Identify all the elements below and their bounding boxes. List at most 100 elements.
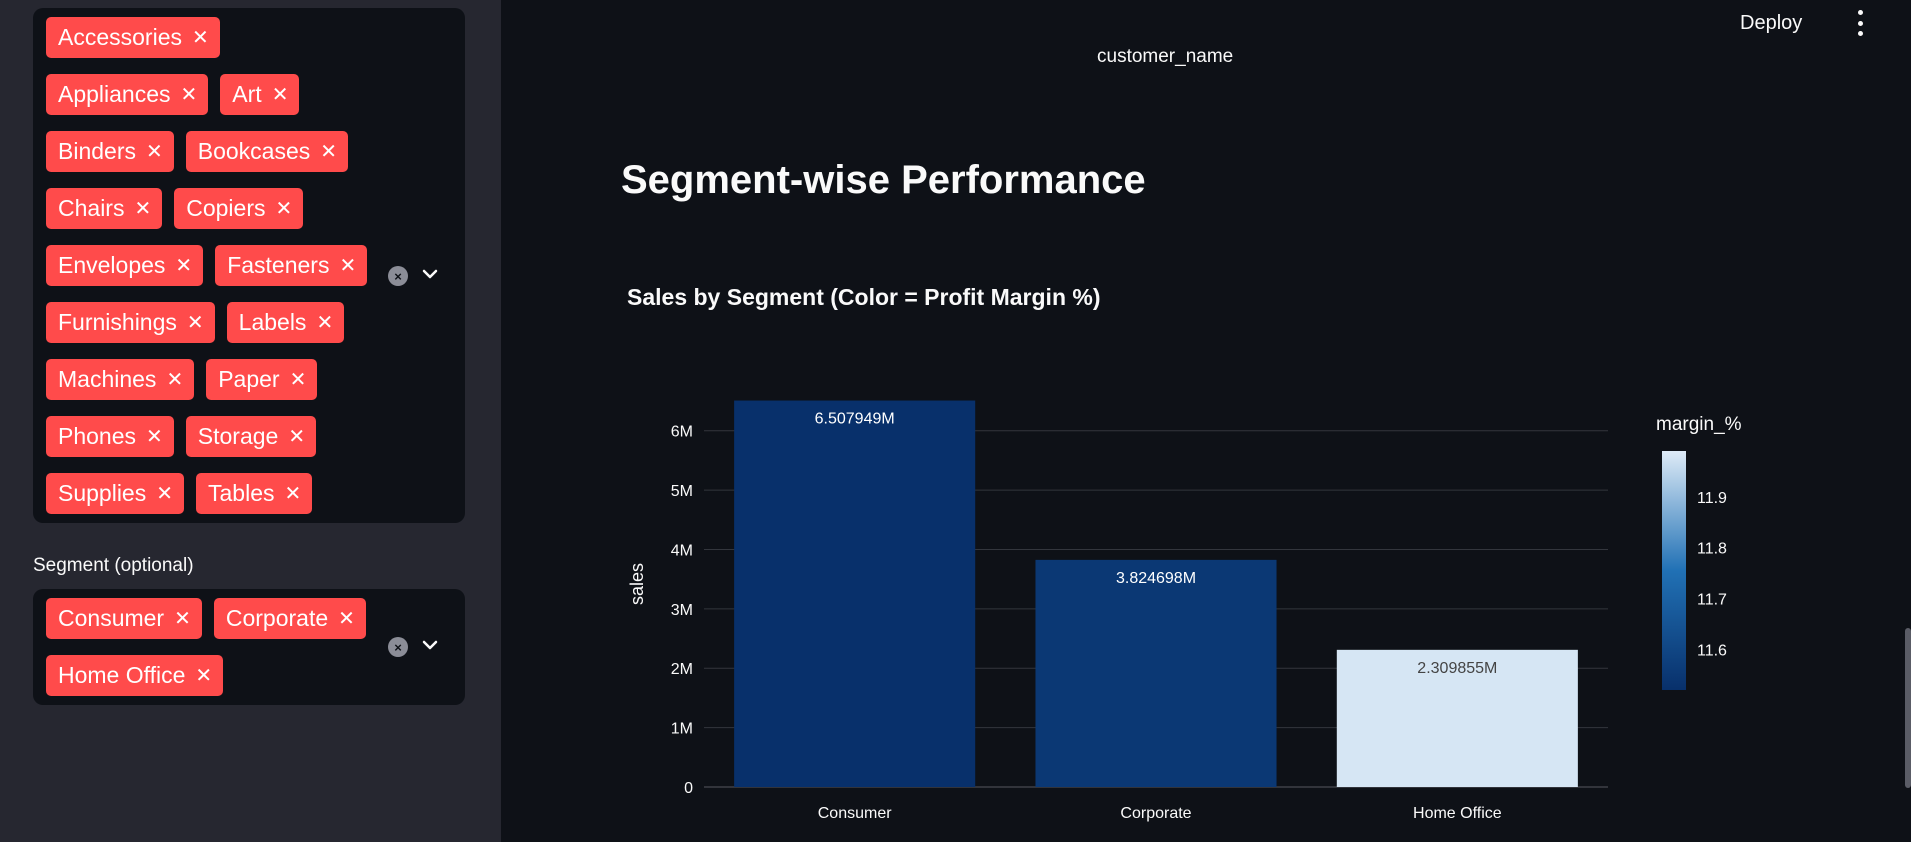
remove-tag-icon[interactable]: ✕	[174, 607, 191, 630]
tag-art[interactable]: Art ✕	[220, 74, 300, 115]
scrollbar[interactable]	[1905, 628, 1911, 788]
remove-tag-icon[interactable]: ✕	[288, 425, 306, 448]
remove-tag-icon[interactable]: ✕	[145, 140, 163, 163]
sub-category-tag-list: Accessories ✕ Appliances ✕ Art ✕ Binders ✕ Bookc…	[46, 17, 391, 514]
tag-labels[interactable]: Labels ✕	[226, 302, 345, 343]
segment-tag-list: Consumer ✕ Corporate ✕ Home Office ✕	[46, 598, 391, 696]
tag-label: Appliances	[58, 81, 171, 107]
clear-all-icon[interactable]: ×	[388, 637, 408, 657]
tag-label: Supplies	[58, 480, 147, 506]
tag-tables[interactable]: Tables ✕	[196, 473, 313, 514]
clear-all-icon[interactable]: ×	[388, 266, 408, 286]
tag-label: Corporate	[225, 605, 329, 631]
tag-consumer[interactable]: Consumer ✕	[46, 598, 202, 639]
chart-title: Sales by Segment (Color = Profit Margin …	[627, 284, 1101, 310]
remove-tag-icon[interactable]: ✕	[320, 140, 338, 163]
remove-tag-icon[interactable]: ✕	[275, 197, 293, 220]
tag-label: Accessories	[58, 24, 182, 50]
tag-label: Bookcases	[197, 138, 311, 164]
tag-machines[interactable]: Machines ✕	[46, 359, 195, 400]
tag-envelopes[interactable]: Envelopes ✕	[46, 245, 204, 286]
remove-tag-icon[interactable]: ✕	[339, 254, 357, 277]
tag-label: Chairs	[58, 195, 125, 221]
colorbar-tick-label: 11.8	[1697, 541, 1727, 558]
x-tick-label: Home Office	[1413, 805, 1502, 822]
tag-accessories[interactable]: Accessories ✕	[46, 17, 220, 58]
deploy-button[interactable]: Deploy	[1740, 11, 1803, 34]
tag-appliances[interactable]: Appliances ✕	[46, 74, 209, 115]
y-tick-label: 2M	[671, 661, 693, 678]
section-heading: Segment-wise Performance	[621, 158, 1146, 202]
y-axis-label: sales	[627, 563, 647, 605]
tag-label: Consumer	[58, 605, 165, 631]
x-tick-label: Consumer	[818, 805, 892, 822]
tag-label: Phones	[58, 423, 137, 449]
remove-tag-icon[interactable]: ✕	[195, 664, 213, 687]
colorbar	[1662, 451, 1686, 690]
tag-binders[interactable]: Binders ✕	[46, 131, 174, 172]
remove-tag-icon[interactable]: ✕	[289, 368, 307, 391]
colorbar-title: margin_%	[1656, 414, 1742, 435]
chevron-down-icon[interactable]	[421, 265, 439, 283]
main-menu-icon[interactable]	[1850, 10, 1870, 36]
tag-label: Tables	[208, 480, 275, 506]
tag-label: Furnishings	[58, 309, 177, 335]
tag-bookcases[interactable]: Bookcases ✕	[185, 131, 349, 172]
tag-label: Home Office	[58, 662, 186, 688]
remove-tag-icon[interactable]: ✕	[186, 311, 204, 334]
tag-supplies[interactable]: Supplies ✕	[46, 473, 184, 514]
y-tick-label: 0	[684, 780, 693, 797]
tag-label: Envelopes	[58, 252, 166, 278]
bar-data-label: 2.309855M	[1417, 660, 1497, 677]
tag-label: Storage	[197, 423, 279, 449]
tag-furnishings[interactable]: Furnishings ✕	[46, 302, 215, 343]
sub-category-multiselect[interactable]: Accessories ✕ Appliances ✕ Art ✕ Binders ✕ Bookc…	[33, 8, 465, 523]
tag-label: Fasteners	[227, 252, 330, 278]
tag-label: Binders	[58, 138, 136, 164]
bar-data-label: 6.507949M	[815, 411, 895, 428]
remove-tag-icon[interactable]: ✕	[284, 482, 302, 505]
tag-phones[interactable]: Phones ✕	[46, 416, 174, 457]
segment-label: Segment (optional)	[33, 555, 194, 576]
remove-tag-icon[interactable]: ✕	[134, 197, 152, 220]
tag-storage[interactable]: Storage ✕	[185, 416, 317, 457]
bar-corporate	[1035, 559, 1277, 787]
tag-label: Labels	[238, 309, 307, 335]
tag-label: Copiers	[186, 195, 266, 221]
remove-tag-icon[interactable]: ✕	[191, 26, 209, 49]
tag-fasteners[interactable]: Fasteners ✕	[215, 245, 368, 286]
colorbar-tick-label: 11.9	[1697, 490, 1727, 507]
tag-chairs[interactable]: Chairs ✕	[46, 188, 163, 229]
tag-copiers[interactable]: Copiers ✕	[174, 188, 304, 229]
remove-tag-icon[interactable]: ✕	[175, 254, 193, 277]
remove-tag-icon[interactable]: ✕	[180, 83, 198, 106]
tag-corporate[interactable]: Corporate ✕	[213, 598, 366, 639]
colorbar-tick-label: 11.6	[1697, 642, 1727, 659]
y-tick-label: 6M	[671, 424, 693, 441]
y-tick-label: 5M	[671, 483, 693, 500]
remove-tag-icon[interactable]: ✕	[156, 482, 173, 505]
remove-tag-icon[interactable]: ✕	[338, 607, 355, 630]
remove-tag-icon[interactable]: ✕	[166, 368, 184, 391]
segment-multiselect[interactable]: Consumer ✕ Corporate ✕ Home Office ✕ ×	[33, 589, 465, 705]
bar-consumer	[734, 400, 976, 787]
y-tick-label: 1M	[671, 721, 693, 738]
tag-label: Art	[232, 81, 262, 107]
y-tick-label: 3M	[671, 602, 693, 619]
tag-label: Machines	[58, 366, 157, 392]
cut-off-axis-label: customer_name	[1097, 46, 1234, 66]
y-tick-label: 4M	[671, 542, 693, 559]
colorbar-tick-label: 11.7	[1697, 591, 1727, 608]
x-tick-label: Corporate	[1120, 805, 1191, 822]
bar-data-label: 3.824698M	[1116, 570, 1196, 587]
sidebar: Accessories ✕ Appliances ✕ Art ✕ Binders ✕ Bookc…	[0, 0, 501, 842]
remove-tag-icon[interactable]: ✕	[146, 425, 163, 448]
remove-tag-icon[interactable]: ✕	[316, 311, 334, 334]
tag-home-office[interactable]: Home Office ✕	[46, 655, 224, 696]
chevron-down-icon[interactable]	[421, 636, 439, 654]
bar-home-office	[1336, 649, 1578, 787]
tag-label: Paper	[218, 366, 280, 392]
remove-tag-icon[interactable]: ✕	[271, 83, 289, 106]
tag-paper[interactable]: Paper ✕	[206, 359, 318, 400]
